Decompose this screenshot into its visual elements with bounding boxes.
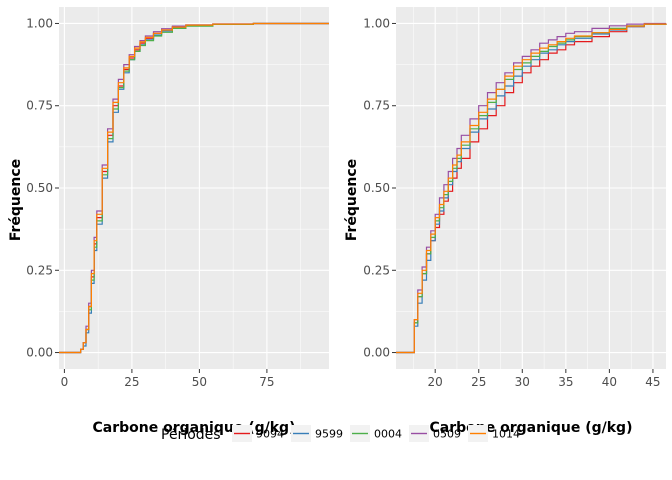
legend-label-0004: 0004	[374, 428, 402, 441]
y-tick-label: 0.25	[26, 263, 53, 277]
right-y-axis-title: Fréquence	[344, 159, 360, 241]
right-panel-series	[396, 22, 667, 354]
left-y-axis-title: Fréquence	[8, 159, 24, 241]
x-tick-label: 0	[61, 375, 69, 389]
x-tick-label: 25	[471, 375, 486, 389]
legend-label-0509: 0509	[433, 428, 461, 441]
legend-items: 9094 9599 0004 0509 1014	[232, 425, 520, 442]
left-panel-series	[59, 22, 329, 354]
y-tick-label: 0.00	[363, 346, 390, 360]
right-panel-grid	[396, 7, 666, 369]
left-panel-ticks: 0 25 50 75 0.00 0.25 0.50 0.75 1.00	[26, 16, 274, 389]
y-tick-label: 0.50	[26, 181, 53, 195]
x-tick-label: 45	[645, 375, 660, 389]
legend: Périodes 9094 9599 0004 0509 1014	[161, 425, 520, 443]
legend-label-9599: 9599	[315, 428, 343, 441]
x-tick-label: 30	[515, 375, 530, 389]
right-chart: 20 25 30 35 40 450.000.250.500.751.00 Carbone…	[344, 7, 667, 436]
legend-label-1014: 1014	[492, 428, 520, 441]
x-tick-label: 25	[124, 375, 139, 389]
y-tick-label: 1.00	[363, 16, 390, 30]
legend-title: Périodes	[161, 427, 221, 443]
y-tick-label: 1.00	[26, 16, 53, 30]
x-tick-label: 40	[602, 375, 617, 389]
y-tick-label: 0.00	[26, 346, 53, 360]
right-panel-ticks: 20 25 30 35 40 45 0.00 0.25 0.50 0.75 1.00	[363, 16, 660, 389]
series-line-1014	[396, 23, 667, 354]
x-tick-label: 75	[259, 375, 274, 389]
y-tick-label: 0.75	[26, 99, 53, 113]
y-tick-label: 0.75	[363, 99, 390, 113]
series-line-1014	[59, 22, 329, 354]
y-tick-label: 0.25	[363, 263, 390, 277]
x-tick-label: 50	[192, 375, 207, 389]
x-tick-label: 20	[428, 375, 443, 389]
x-tick-label: 35	[558, 375, 573, 389]
left-chart: 0 25 50 750.000.250.500.751.00 Carbone orga…	[8, 7, 329, 436]
legend-label-9094: 9094	[256, 428, 284, 441]
y-tick-label: 0.50	[363, 181, 390, 195]
